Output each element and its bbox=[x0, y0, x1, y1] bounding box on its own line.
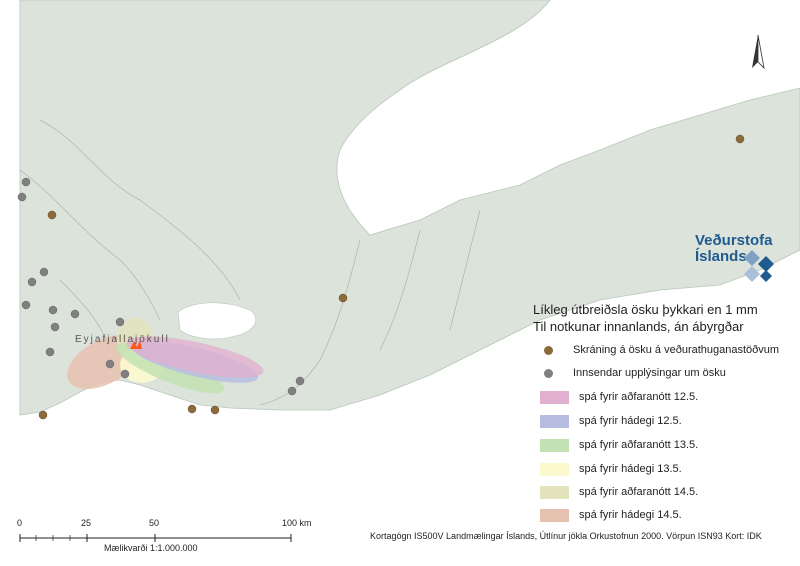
map-credits: Kortagögn IS500V Landmælingar Íslands, Ú… bbox=[370, 531, 762, 541]
scale-bar: 0 25 50 100 km Mælikvarði 1:1.000.000 bbox=[16, 518, 316, 558]
station-point bbox=[338, 293, 348, 303]
report-point bbox=[21, 177, 31, 187]
report-point bbox=[287, 386, 297, 396]
station-ash-points bbox=[38, 134, 745, 420]
report-point bbox=[17, 192, 27, 202]
vedurstofa-logo: Veðurstofa Íslands bbox=[695, 232, 785, 287]
ash-forecast-areas bbox=[67, 318, 264, 394]
legend-item-label: spá fyrir aðfaranótt 12.5. bbox=[579, 391, 699, 403]
legend-item-submitted-reports: Innsendar upplýsingar um ösku bbox=[540, 365, 726, 381]
rivers bbox=[19, 119, 481, 406]
legend-title: Líkleg útbreiðsla ösku þykkari en 1 mm T… bbox=[533, 301, 758, 335]
legend-item-forecast-midday-14-5: spá fyrir hádegi 14.5. bbox=[540, 507, 682, 523]
legend-item-label: Skráning á ösku á veðurathuganastöðvum bbox=[573, 344, 780, 356]
report-point bbox=[27, 277, 37, 287]
north-arrow-icon bbox=[752, 34, 765, 70]
report-point bbox=[21, 300, 31, 310]
scale-bar-graphic bbox=[19, 534, 292, 542]
submitted-ash-points bbox=[17, 177, 305, 396]
station-point bbox=[47, 210, 57, 220]
legend-item-label: spá fyrir hádegi 13.5. bbox=[579, 463, 682, 475]
volcano-label: Eyjafjallajökull bbox=[75, 334, 170, 345]
logo-line2: Íslands bbox=[695, 248, 747, 265]
scale-tick-label: 25 bbox=[81, 518, 92, 528]
station-point bbox=[187, 404, 197, 414]
forecast-swatch bbox=[540, 462, 569, 476]
scale-caption: Mælikvarði 1:1.000.000 bbox=[104, 543, 198, 553]
station-point bbox=[735, 134, 745, 144]
forecast-swatch bbox=[540, 438, 569, 452]
legend-item-label: spá fyrir hádegi 12.5. bbox=[579, 415, 682, 427]
legend-item-forecast-midday-12-5: spá fyrir hádegi 12.5. bbox=[540, 413, 682, 429]
scale-tick-label: 50 bbox=[149, 518, 160, 528]
glacier bbox=[177, 302, 257, 340]
forecast-swatch bbox=[540, 414, 569, 428]
legend-item-forecast-night-14-5: spá fyrir aðfaranótt 14.5. bbox=[540, 484, 698, 500]
legend-title-line2: Til notkunar innanlands, án ábyrgðar bbox=[533, 319, 744, 334]
logo-line1: Veðurstofa bbox=[695, 232, 773, 249]
report-point bbox=[48, 305, 58, 315]
report-point bbox=[45, 347, 55, 357]
volcano-icon bbox=[130, 340, 142, 349]
legend-item-station-records: Skráning á ösku á veðurathuganastöðvum bbox=[540, 342, 779, 358]
logo-mark-icon bbox=[744, 250, 774, 282]
report-point bbox=[115, 317, 125, 327]
brown-dot-icon bbox=[544, 345, 553, 355]
report-point bbox=[120, 369, 130, 379]
report-point bbox=[295, 376, 305, 386]
legend-item-forecast-night-12-5: spá fyrir aðfaranótt 12.5. bbox=[540, 389, 698, 405]
scale-tick-label: 100 km bbox=[282, 518, 312, 528]
report-point bbox=[50, 322, 60, 332]
forecast-swatch bbox=[540, 508, 569, 522]
ash-area-night-12-5 bbox=[126, 336, 264, 378]
grey-dot-icon bbox=[544, 368, 553, 378]
legend-item-forecast-midday-13-5: spá fyrir hádegi 13.5. bbox=[540, 461, 682, 477]
legend-item-label: spá fyrir hádegi 14.5. bbox=[579, 509, 682, 521]
legend-item-label: Innsendar upplýsingar um ösku bbox=[573, 367, 726, 379]
legend-title-line1: Líkleg útbreiðsla ösku þykkari en 1 mm bbox=[533, 302, 758, 317]
report-point bbox=[105, 359, 115, 369]
report-point bbox=[70, 309, 80, 319]
legend-item-forecast-night-13-5: spá fyrir aðfaranótt 13.5. bbox=[540, 437, 698, 453]
station-point bbox=[210, 405, 220, 415]
forecast-swatch bbox=[540, 390, 569, 404]
station-point bbox=[38, 410, 48, 420]
forecast-swatch bbox=[540, 485, 569, 499]
legend-item-label: spá fyrir aðfaranótt 13.5. bbox=[579, 439, 699, 451]
legend-item-label: spá fyrir aðfaranótt 14.5. bbox=[579, 486, 699, 498]
scale-tick-label: 0 bbox=[17, 518, 23, 528]
report-point bbox=[39, 267, 49, 277]
